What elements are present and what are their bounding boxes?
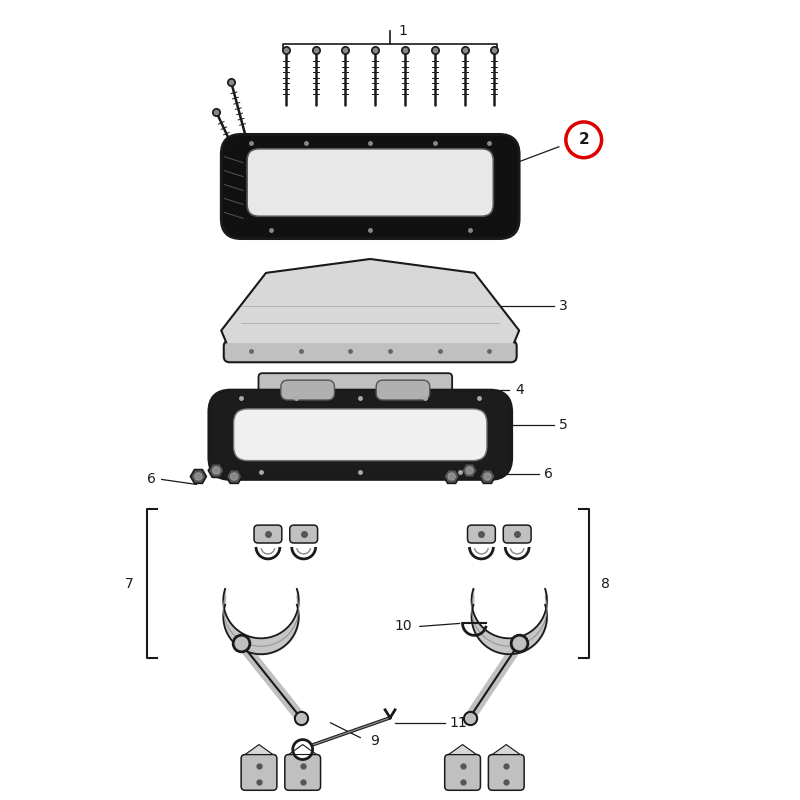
Circle shape — [213, 467, 220, 474]
Circle shape — [466, 467, 473, 474]
Text: 3: 3 — [559, 298, 568, 313]
Text: 4: 4 — [515, 383, 524, 397]
Circle shape — [484, 473, 491, 480]
FancyBboxPatch shape — [290, 525, 318, 543]
Text: 10: 10 — [394, 619, 412, 634]
Polygon shape — [449, 745, 477, 754]
Circle shape — [230, 473, 238, 480]
FancyBboxPatch shape — [285, 754, 321, 790]
FancyBboxPatch shape — [281, 380, 334, 400]
Text: 11: 11 — [450, 716, 467, 730]
FancyBboxPatch shape — [376, 380, 430, 400]
FancyBboxPatch shape — [254, 525, 282, 543]
Text: 8: 8 — [601, 577, 610, 590]
FancyBboxPatch shape — [209, 390, 512, 479]
FancyBboxPatch shape — [467, 525, 495, 543]
Text: 9: 9 — [370, 734, 379, 748]
FancyBboxPatch shape — [258, 373, 452, 407]
Text: 6: 6 — [544, 467, 553, 482]
Circle shape — [293, 740, 313, 759]
FancyBboxPatch shape — [247, 149, 494, 216]
Circle shape — [448, 473, 455, 480]
Text: 7: 7 — [125, 577, 134, 590]
FancyBboxPatch shape — [503, 525, 531, 543]
FancyBboxPatch shape — [224, 341, 517, 362]
FancyBboxPatch shape — [445, 754, 481, 790]
Text: 2: 2 — [578, 132, 589, 147]
Text: 6: 6 — [147, 473, 156, 486]
FancyBboxPatch shape — [234, 409, 487, 461]
Polygon shape — [222, 259, 519, 342]
FancyBboxPatch shape — [488, 754, 524, 790]
FancyBboxPatch shape — [241, 754, 277, 790]
Polygon shape — [289, 745, 317, 754]
Polygon shape — [492, 745, 520, 754]
FancyBboxPatch shape — [222, 134, 519, 238]
Text: 5: 5 — [559, 418, 568, 432]
Polygon shape — [245, 745, 273, 754]
Text: 1: 1 — [398, 23, 407, 38]
Circle shape — [195, 473, 202, 480]
